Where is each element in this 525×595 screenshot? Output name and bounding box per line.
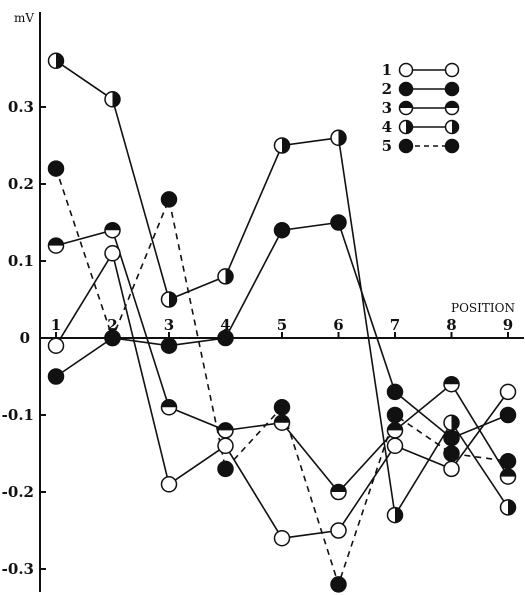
legend-label: 1	[382, 61, 392, 79]
y-tick-label: -0.3	[2, 560, 34, 578]
x-tick-label: 9	[503, 316, 513, 334]
y-axis-label: mV	[14, 11, 34, 25]
x-tick-label: 5	[277, 316, 287, 334]
legend-marker	[398, 119, 414, 135]
series-1-point	[47, 337, 65, 354]
series-1-point	[499, 383, 517, 401]
series-3-point	[104, 221, 121, 239]
series-5-point	[330, 576, 347, 593]
axes: mV POSITION	[14, 11, 524, 592]
series-5-point	[160, 191, 178, 208]
legend-marker	[444, 81, 460, 97]
series-5-point	[386, 406, 404, 424]
series-1-point	[330, 522, 347, 539]
series-4-point	[499, 499, 517, 516]
series-3-point	[160, 399, 178, 416]
legend-marker	[398, 100, 414, 116]
legend-label: 5	[382, 137, 392, 155]
series-1-line	[55, 251, 509, 540]
series-3-point	[273, 414, 291, 431]
series-3-point	[499, 468, 517, 485]
x-tick-label: 4	[220, 316, 230, 334]
x-tick-label: 8	[446, 316, 456, 334]
series-3-point	[386, 422, 404, 439]
series-4-point	[443, 414, 460, 431]
series-5-point	[499, 452, 517, 470]
series-2-point	[443, 429, 460, 447]
series-2-point	[160, 337, 178, 354]
series-3-point	[217, 422, 234, 439]
y-tick-label: -0.1	[2, 406, 34, 424]
series-3-line	[55, 229, 509, 494]
y-tick-label: 0	[20, 329, 30, 347]
x-tick-label: 2	[107, 316, 117, 334]
series-1-point	[443, 460, 460, 478]
x-axis-label: POSITION	[451, 301, 515, 315]
series-2-point	[330, 214, 347, 231]
series-5-point	[443, 445, 460, 462]
legend-marker	[398, 62, 414, 78]
series-points	[47, 52, 517, 593]
series-1-point	[217, 437, 234, 455]
series-4-point	[330, 129, 347, 147]
y-tick-label: 0.3	[8, 98, 34, 116]
legend-marker	[444, 119, 460, 135]
series-4-point	[217, 268, 234, 285]
y-tick-label: -0.2	[2, 483, 34, 501]
legend-marker	[444, 62, 460, 78]
series-2-point	[273, 221, 291, 239]
series-1-point	[160, 476, 178, 493]
x-tick-label: 1	[51, 316, 61, 334]
series-1-point	[386, 437, 404, 455]
legend-marker	[398, 81, 414, 97]
series-3-point	[330, 483, 347, 501]
series-2-point	[217, 329, 234, 347]
legend-marker	[444, 100, 460, 116]
series-4-point	[160, 291, 178, 308]
series-1-point	[104, 245, 121, 262]
series-4-line	[55, 60, 509, 518]
series-4-point	[104, 91, 121, 108]
legend-label: 3	[382, 99, 392, 117]
series-1-point	[273, 529, 291, 547]
x-tick-label: 3	[164, 316, 174, 334]
legend-marker	[444, 138, 460, 154]
series-2-point	[386, 383, 404, 401]
series-5-point	[217, 460, 234, 478]
y-tick-label: 0.1	[8, 252, 34, 270]
y-tick-label: 0.2	[8, 175, 34, 193]
x-tick-label: 7	[390, 316, 400, 334]
series-5-point	[104, 329, 121, 347]
series-3-point	[443, 375, 460, 393]
legend-marker	[398, 138, 414, 154]
series-5-point	[273, 399, 291, 416]
legend-label: 4	[382, 118, 392, 136]
series-4-point	[386, 506, 404, 524]
series-4-point	[273, 137, 291, 154]
series-2-point	[499, 406, 517, 424]
series-4-point	[47, 52, 65, 70]
series-5-point	[47, 160, 65, 177]
x-tick-label: 6	[333, 316, 343, 334]
series-2-point	[47, 368, 65, 385]
series-3-point	[47, 237, 65, 254]
legend-label: 2	[382, 80, 392, 98]
